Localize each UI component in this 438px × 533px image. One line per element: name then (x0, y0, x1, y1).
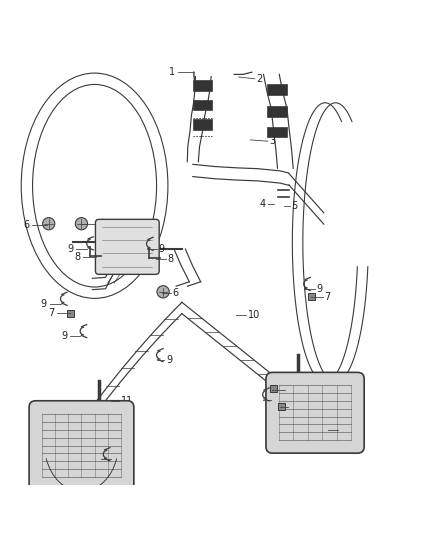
Bar (67, 310, 74, 317)
Text: 8: 8 (74, 252, 80, 262)
Text: 11: 11 (121, 396, 134, 406)
Text: 5: 5 (291, 201, 298, 211)
Text: 9: 9 (159, 244, 165, 254)
Bar (193, 80, 212, 91)
Circle shape (75, 217, 88, 230)
Text: 7: 7 (325, 292, 331, 302)
Text: 7: 7 (290, 402, 296, 412)
FancyBboxPatch shape (29, 401, 134, 490)
Text: 12: 12 (113, 454, 125, 464)
Bar (193, 100, 212, 110)
Text: 6: 6 (23, 220, 29, 230)
Bar (193, 119, 212, 130)
Text: 9: 9 (166, 356, 172, 365)
Text: 2: 2 (257, 74, 263, 84)
Text: 1: 1 (169, 67, 175, 77)
Circle shape (157, 286, 169, 298)
Text: 9: 9 (41, 300, 47, 310)
Text: 8: 8 (167, 254, 173, 264)
FancyBboxPatch shape (266, 373, 364, 453)
Text: 4: 4 (260, 199, 266, 209)
FancyBboxPatch shape (95, 220, 159, 274)
Text: 10: 10 (248, 310, 260, 319)
Circle shape (42, 217, 55, 230)
Text: 7: 7 (48, 308, 54, 318)
Bar (270, 385, 277, 392)
Text: 9: 9 (273, 394, 279, 405)
Bar (308, 293, 315, 300)
Bar (267, 84, 287, 95)
Text: 9: 9 (317, 284, 323, 294)
Bar (267, 127, 287, 138)
Text: 9: 9 (61, 332, 67, 341)
Text: 9: 9 (67, 244, 73, 254)
Text: 7: 7 (287, 385, 293, 394)
Text: 6: 6 (95, 219, 102, 229)
Text: 6: 6 (173, 288, 179, 298)
Bar (278, 403, 285, 410)
Text: 3: 3 (270, 136, 276, 146)
Text: 12: 12 (339, 425, 352, 435)
Bar (267, 106, 287, 117)
